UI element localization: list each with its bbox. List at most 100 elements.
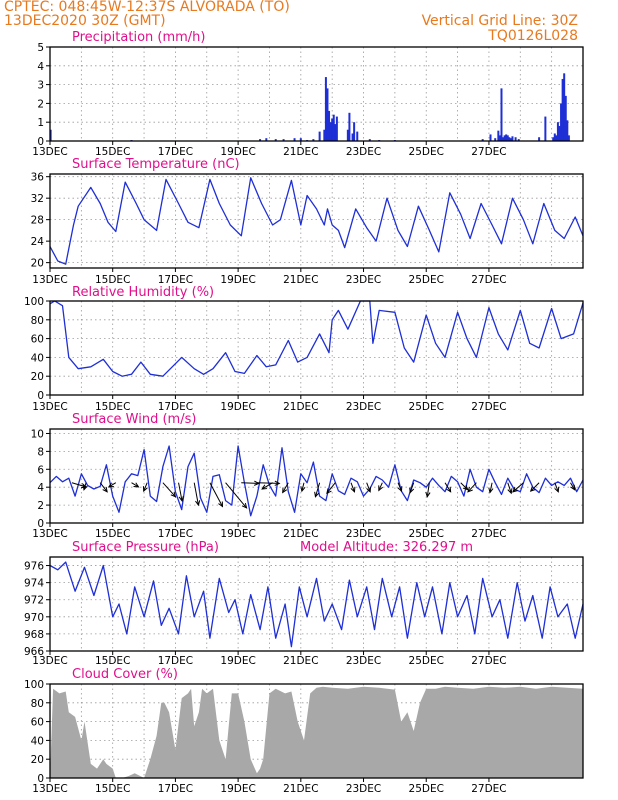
precip-bar xyxy=(498,135,501,141)
x-tick-label: 25DEC xyxy=(409,655,444,667)
wind-arrow-head xyxy=(409,487,415,494)
precip-bar xyxy=(353,122,356,141)
rh-series-line xyxy=(49,300,584,377)
temp-series-line xyxy=(49,177,584,265)
x-tick-label: 13DEC xyxy=(32,655,67,667)
wind-arrow xyxy=(108,482,117,488)
x-tick-label: 27DEC xyxy=(471,528,506,540)
x-tick-label: 17DEC xyxy=(158,528,193,540)
wind-arrow xyxy=(530,482,540,492)
precip-bar xyxy=(564,95,567,141)
x-tick-label: 19DEC xyxy=(220,401,255,413)
header-grid-note: Vertical Grid Line: 30Z xyxy=(422,13,578,29)
precip-bar xyxy=(323,129,326,141)
x-tick-label: 19DEC xyxy=(220,783,255,795)
y-tick-label: 40 xyxy=(31,735,44,747)
wind-arrow-head xyxy=(218,501,224,508)
wind-arrow-head xyxy=(300,486,306,493)
wind-arrow xyxy=(570,482,576,490)
x-tick-label: 19DEC xyxy=(220,655,255,667)
wind-arrow-head xyxy=(241,502,248,509)
precip-bar xyxy=(511,136,514,141)
x-tick-label: 19DEC xyxy=(220,146,255,158)
precip-bar xyxy=(553,133,556,141)
precip-bar xyxy=(558,125,561,141)
wind-arrow xyxy=(397,482,402,492)
precip-bar xyxy=(329,122,332,141)
plot-frame xyxy=(49,556,584,652)
wind-arrow-head xyxy=(378,485,384,492)
x-tick-label: 27DEC xyxy=(471,783,506,795)
x-tick-label: 25DEC xyxy=(409,528,444,540)
precip-bar xyxy=(326,88,329,141)
precip-bar xyxy=(265,138,268,141)
wind-arrow-head xyxy=(261,484,268,490)
precip-bar xyxy=(282,139,285,141)
header-run-time: 13DEC2020 30Z (GMT) xyxy=(4,13,166,29)
wind-arrow-head xyxy=(326,488,332,495)
precip-bar xyxy=(508,137,511,141)
x-tick-label: 19DEC xyxy=(220,528,255,540)
precip-bar xyxy=(538,137,541,141)
x-tick-label: 13DEC xyxy=(32,274,67,286)
y-tick-label: 20 xyxy=(31,754,44,766)
precip-bar xyxy=(351,133,354,141)
wind-arrow xyxy=(554,482,559,492)
precip-bar xyxy=(331,118,334,141)
x-tick-label: 23DEC xyxy=(346,274,381,286)
plot-frame xyxy=(49,683,584,779)
precip-bar xyxy=(505,134,508,141)
wind-arrow-head xyxy=(195,500,201,507)
wind-series-line xyxy=(49,445,584,517)
precip-bar xyxy=(299,138,302,141)
wind-arrow-head xyxy=(488,487,494,494)
x-tick-label: 15DEC xyxy=(95,401,130,413)
precip-bar xyxy=(552,137,555,141)
wind-arrow-head xyxy=(446,486,452,493)
precip-bar xyxy=(318,131,321,141)
x-tick-label: 21DEC xyxy=(283,528,318,540)
plot-frame xyxy=(49,300,584,396)
y-tick-label: 966 xyxy=(24,646,44,658)
precip-bar xyxy=(503,135,506,141)
wind-arrow xyxy=(409,482,415,493)
x-tick-label: 13DEC xyxy=(32,528,67,540)
precip-bar xyxy=(497,130,500,141)
wind-arrow-head xyxy=(142,486,148,493)
model-altitude-note: Model Altitude: 326.297 m xyxy=(300,540,473,555)
wind-arrow-head xyxy=(397,486,403,493)
y-tick-label: 60 xyxy=(31,717,44,729)
precip-bar xyxy=(346,129,349,141)
precip-bar xyxy=(356,131,359,141)
precip-bar xyxy=(328,110,331,141)
wind-arrow xyxy=(460,482,469,491)
x-tick-label: 15DEC xyxy=(95,655,130,667)
y-tick-label: 4 xyxy=(37,482,44,494)
precip-bar xyxy=(567,135,570,141)
wind-arrow xyxy=(241,482,259,484)
panel-title: Precipitation (mm/h) xyxy=(72,30,205,45)
wind-arrow xyxy=(301,482,305,492)
x-tick-label: 13DEC xyxy=(32,783,67,795)
wind-arrow xyxy=(467,482,477,493)
x-tick-label: 21DEC xyxy=(283,783,318,795)
y-tick-label: 40 xyxy=(31,352,44,364)
wind-arrow xyxy=(83,482,87,490)
y-tick-label: 2 xyxy=(37,500,44,512)
panel-title: Surface Temperature (nC) xyxy=(72,157,240,172)
wind-arrow-head xyxy=(512,487,518,493)
x-tick-label: 27DEC xyxy=(471,146,506,158)
panel-title: Surface Pressure (hPa) xyxy=(72,540,219,555)
wind-arrow-head xyxy=(529,486,536,492)
precip-bar xyxy=(348,112,351,141)
precip-bar xyxy=(514,137,517,141)
x-tick-label: 21DEC xyxy=(283,146,318,158)
wind-arrow-head xyxy=(366,486,372,493)
y-tick-label: 32 xyxy=(31,193,44,205)
y-tick-label: 0 xyxy=(37,390,44,402)
x-tick-label: 15DEC xyxy=(95,146,130,158)
wind-arrow xyxy=(162,482,176,498)
panel-temp: 20 24 28 32 36 13DEC 15DEC 17DEC 19DEC 21DEC 23DEC… xyxy=(31,157,584,286)
x-tick-label: 23DEC xyxy=(346,655,381,667)
y-tick-label: 6 xyxy=(37,464,44,476)
